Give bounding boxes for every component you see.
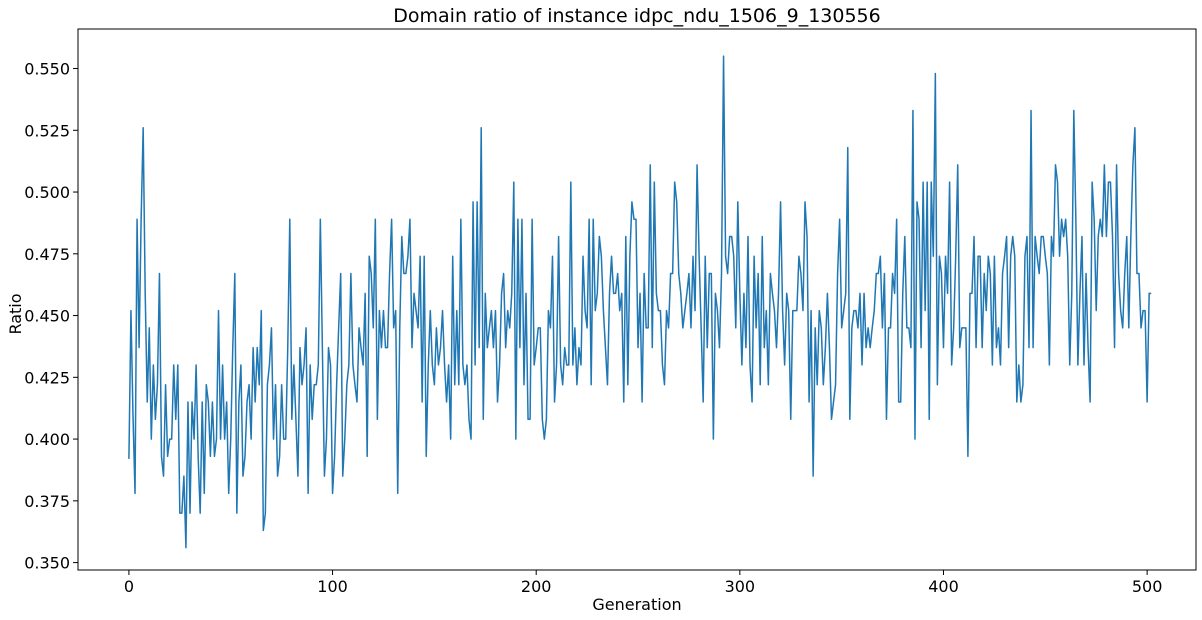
series-line-0	[128, 55, 1152, 549]
y-tick-label: 0.550	[24, 60, 70, 79]
y-tick-label: 0.475	[24, 245, 70, 264]
x-axis-label: Generation	[592, 595, 681, 614]
y-axis-label: Ratio	[6, 293, 25, 334]
x-axis: 0 100 200 300 400 500	[124, 570, 1163, 596]
y-tick-label: 0.375	[24, 492, 70, 511]
y-axis: 0.350 0.375 0.400 0.425 0.450 0.475 0.500 0.525…	[24, 60, 78, 573]
y-tick-label: 0.450	[24, 307, 70, 326]
y-tick-label: 0.350	[24, 554, 70, 573]
chart-title: Domain ratio of instance idpc_ndu_1506_9…	[393, 5, 880, 27]
plot-area	[128, 55, 1152, 549]
y-tick-label: 0.400	[24, 430, 70, 449]
y-tick-label: 0.525	[24, 121, 70, 140]
plot-frame	[77, 28, 1197, 571]
x-tick-label: 200	[521, 577, 552, 596]
y-tick-label: 0.500	[24, 183, 70, 202]
x-tick-label: 100	[317, 577, 348, 596]
x-tick-label: 0	[124, 577, 134, 596]
x-tick-label: 400	[928, 577, 959, 596]
x-tick-label: 500	[1132, 577, 1163, 596]
y-tick-label: 0.425	[24, 368, 70, 387]
x-tick-label: 300	[725, 577, 756, 596]
